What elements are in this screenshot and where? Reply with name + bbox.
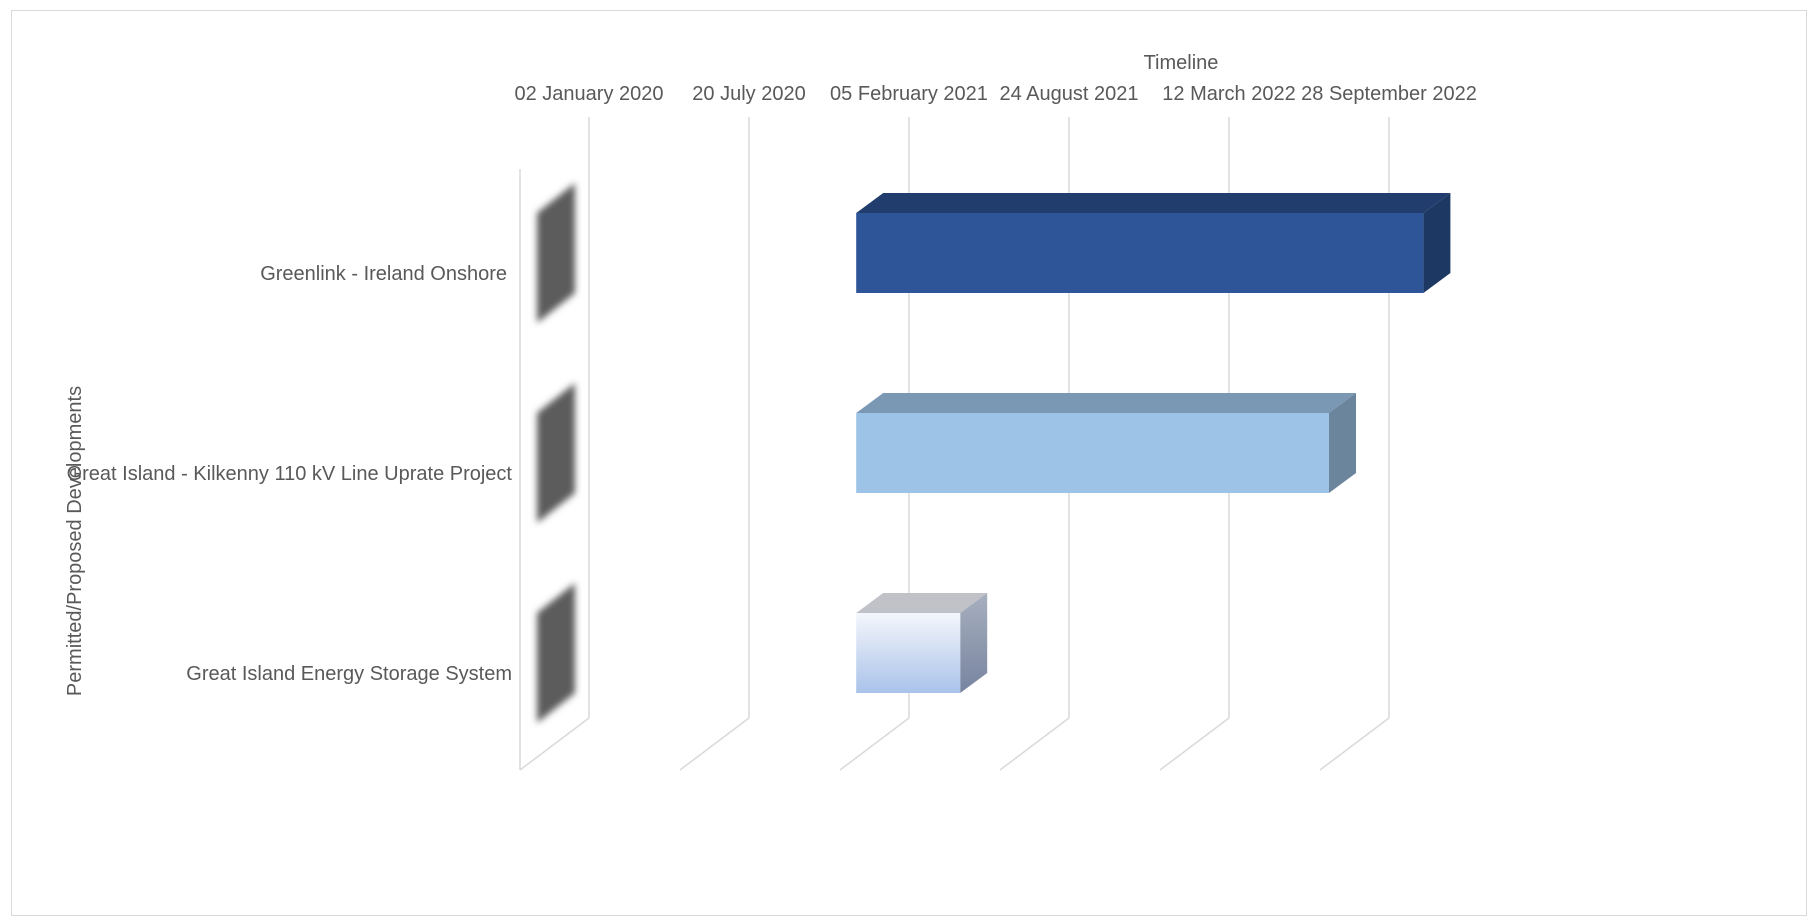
floor-gridline: [1159, 717, 1230, 771]
y-axis-title: Permitted/Proposed Developments: [64, 386, 86, 696]
duration-bar: [856, 393, 1356, 493]
floor-gridline: [519, 717, 590, 771]
start-markers: [537, 183, 575, 723]
x-tick-labels: 02 January 2020 20 July 2020 05 February 2…: [514, 83, 1476, 105]
x-tick-label: 02 January 2020: [514, 83, 663, 105]
bar-side-face: [1329, 393, 1356, 493]
start-marker: [537, 383, 575, 523]
bar-front-face: [856, 213, 1424, 293]
bar-top-face: [856, 593, 988, 613]
duration-bar: [856, 593, 988, 693]
chart-frame: Timeline 02 January 2020 20 July 2020 05 F…: [11, 10, 1807, 916]
floor-gridline: [839, 717, 910, 771]
x-tick-label: 20 July 2020: [692, 83, 805, 105]
category-label: Great Island - Kilkenny 110 kV Line Upra…: [67, 463, 513, 485]
floor-gridline: [1319, 717, 1390, 771]
category-labels: Greenlink - Ireland Onshore Great Island …: [67, 263, 513, 685]
bar-top-face: [856, 393, 1356, 413]
bar-side-face: [960, 593, 988, 693]
start-marker: [537, 583, 575, 723]
bar-front-face: [856, 413, 1329, 493]
start-marker: [537, 183, 575, 323]
x-tick-label: 12 March 2022: [1162, 83, 1295, 105]
category-label: Greenlink - Ireland Onshore: [260, 263, 507, 285]
x-tick-label: 28 September 2022: [1301, 83, 1477, 105]
floor-gridline: [679, 717, 750, 771]
bar-side-face: [1423, 193, 1451, 293]
duration-bar: [856, 193, 1451, 293]
category-label: Great Island Energy Storage System: [186, 663, 512, 685]
floor-gridline: [999, 717, 1070, 771]
x-tick-label: 05 February 2021: [830, 83, 988, 105]
gantt-chart: Timeline 02 January 2020 20 July 2020 05 F…: [64, 52, 1477, 771]
x-axis-title: Timeline: [1144, 52, 1219, 74]
bar-front-face: [856, 613, 961, 693]
bar-top-face: [856, 193, 1451, 213]
duration-bars: [856, 193, 1451, 693]
x-tick-label: 24 August 2021: [999, 83, 1138, 105]
